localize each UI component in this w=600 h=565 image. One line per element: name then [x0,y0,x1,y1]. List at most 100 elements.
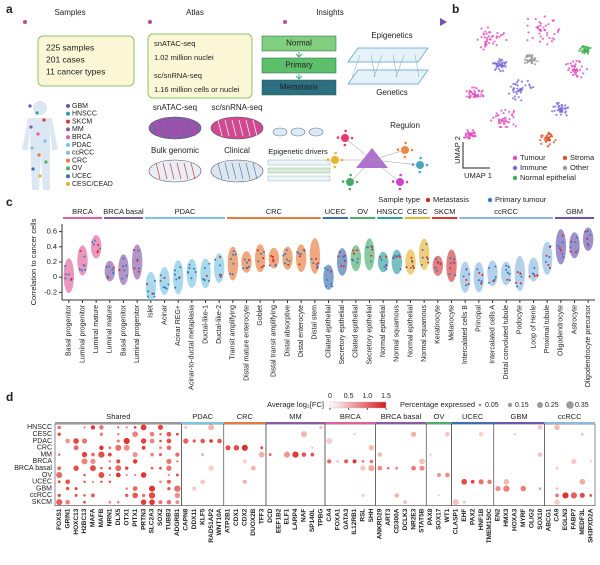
umap-point [531,36,534,40]
expression-dot [56,499,63,506]
expression-dot [57,466,62,471]
sample-dot [477,279,480,282]
expression-dot [125,466,129,470]
umap-point [554,105,557,108]
sample-dot [94,239,97,242]
sample-dot [70,277,73,280]
umap-point [490,119,493,122]
group-box [544,423,596,506]
x-tick-label: Distal mature enterocyte [243,305,250,381]
umap-point [507,92,511,95]
umap-point [504,116,507,119]
expression-dot [166,479,172,484]
row-label: OV [42,472,52,479]
x-tick-label: Luminal progenitor [79,304,86,363]
umap-point [472,135,475,138]
sample-dot [342,256,345,259]
umap-point [554,138,557,142]
sample-dot [153,295,156,298]
umap-point [519,91,522,94]
umap-point [526,61,529,64]
sample-dot [246,261,249,264]
sample-dot [262,257,265,260]
sample-dot [468,273,471,276]
y-axis-label: Correlation to cancer cells [29,218,38,305]
sample-dot [259,252,262,255]
gene-label: PAX8 [427,508,434,525]
regulon-leaf [344,129,347,133]
body-site [38,174,42,178]
sample-dot [586,237,589,240]
sample-dot [162,286,165,289]
umap-point [556,30,559,33]
expression-dot [301,452,307,457]
umap-point [564,111,567,114]
expression-dot [123,444,130,451]
sample-dot [286,258,289,261]
expression-dot [91,493,95,498]
expression-dot [132,451,138,458]
sample-dot [531,272,534,275]
expression-dot [208,424,215,431]
expression-dot [174,485,181,492]
sample-dot [520,275,523,278]
umap-point [586,52,589,55]
group-box [451,423,495,506]
sample-dot [298,255,301,258]
umap-point [565,114,568,117]
sample-dot [67,273,70,276]
sample-dot [425,256,428,259]
umap-point [494,115,497,118]
violin [350,245,362,272]
expression-dot [579,478,586,485]
regulon-leaf [349,173,352,177]
regulon-leaf [398,187,402,191]
expression-dot [73,445,79,451]
gene-label: RSL [360,509,367,522]
sample-dot [324,284,327,287]
umap-point [503,122,506,125]
assay-stripe [231,162,237,180]
body-site [35,111,39,115]
x-tick-label: Distal transit amplifying [271,305,278,377]
umap-point [541,37,544,40]
link-line [373,54,383,78]
sample-dot [317,262,320,265]
expression-dot [140,472,147,478]
gene-label: DLX5 [115,508,122,525]
expression-dot [167,473,171,477]
umap-point [549,133,552,136]
sample-dot [231,273,234,276]
umap-point [507,121,511,124]
sample-dot [392,256,395,259]
gene-label: CA4 [326,508,333,521]
stage-marker [283,20,287,24]
size-legend-dot [507,402,513,408]
umap-point [540,136,543,139]
legend-dot [66,135,70,140]
x-tick-label: Ductal-like-2 [216,305,223,344]
sample-dot [561,252,564,255]
violin [555,229,567,265]
sample-dot [232,262,235,265]
sample-dot [507,265,510,268]
sample-dot [356,249,359,252]
sample-dot [436,261,439,264]
sample-dot [562,256,565,259]
umap-point [495,112,498,115]
expression-dot [123,437,130,445]
umap-point [517,79,520,82]
expression-dot [125,487,128,490]
epigenetics-icon [347,47,429,63]
umap-point [559,113,563,116]
row-label: CRC [37,445,52,452]
expression-dot [368,465,375,472]
sample-dot [159,274,162,277]
sample-dot [587,244,590,247]
legend-text: MM [72,126,84,133]
violin [405,249,416,275]
x-tick-label: Secretory epithelial [366,305,373,365]
assay-stripe [169,119,175,137]
sample-dot [352,252,355,255]
regulon-leaf [418,170,422,174]
